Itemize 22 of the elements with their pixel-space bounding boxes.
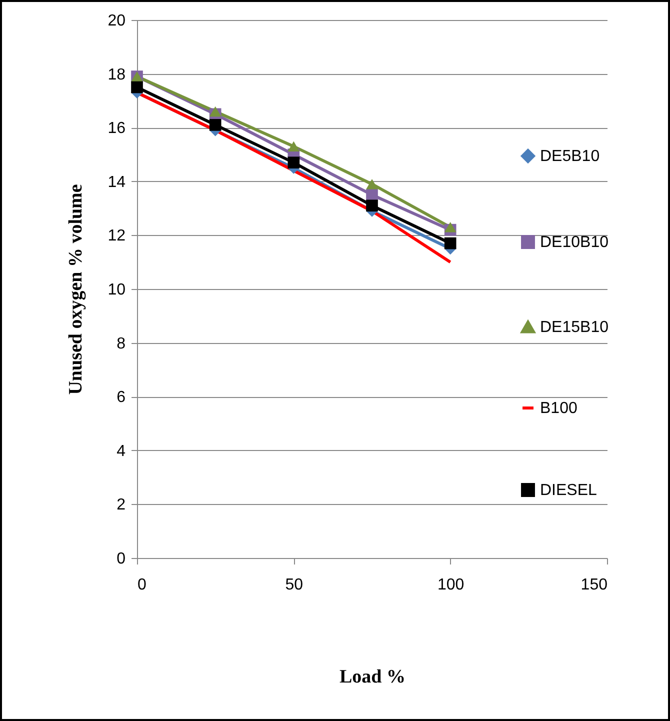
x-tick-label: 50: [285, 576, 304, 594]
y-axis-title: Unused oxygen % volume: [66, 184, 87, 395]
y-tick-label: 14: [108, 174, 126, 191]
y-tick-label: 2: [116, 496, 126, 514]
x-tick-label: 100: [437, 576, 464, 594]
legend-label: DE5B10: [540, 148, 600, 165]
x-tick-label: 150: [580, 576, 608, 594]
y-tick-label: 16: [108, 120, 126, 138]
y-tick-label: 6: [116, 389, 126, 406]
y-tick-label: 4: [116, 442, 126, 460]
y-tick-label: 12: [108, 228, 126, 245]
legend-label: B100: [540, 400, 578, 417]
y-tick-label: 20: [108, 12, 126, 30]
legend-label: DE10B10: [540, 234, 609, 251]
x-tick-label: 0: [138, 576, 146, 594]
y-tick-label: 8: [116, 335, 126, 352]
legend-label: DE15B10: [540, 319, 609, 336]
x-axis-title: Load %: [340, 666, 406, 688]
legend-label: DIESEL: [540, 482, 598, 499]
y-tick-label: 10: [108, 282, 126, 298]
y-tick-label: 18: [108, 66, 126, 84]
y-tick-label: 0: [116, 550, 126, 568]
